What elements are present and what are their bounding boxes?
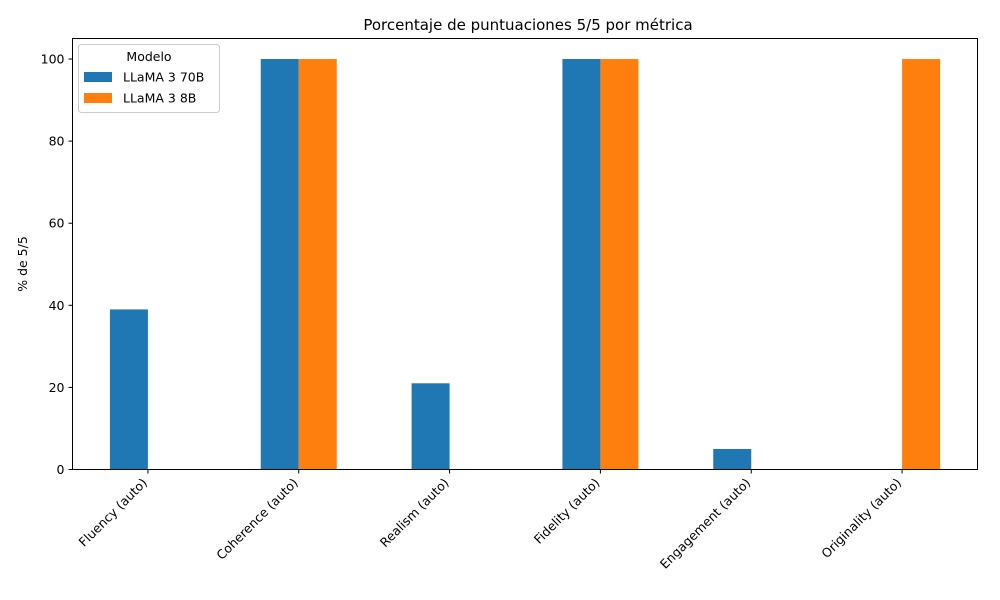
y-tick-label: 80 [49, 134, 65, 149]
plot-frame [72, 38, 978, 470]
y-tick-label: 0 [57, 462, 65, 477]
x-tick-label: Engagement (auto) [657, 475, 754, 572]
x-tick-label: Coherence (auto) [213, 475, 301, 563]
y-tick-label: 100 [41, 52, 65, 67]
legend-label: LLaMA 3 8B [123, 91, 196, 106]
y-axis: 0 20 40 60 80 100 [41, 52, 73, 477]
bar-series-2-1 [298, 59, 337, 470]
legend-swatch [84, 93, 112, 103]
legend-box [78, 44, 220, 113]
x-tick-label: Originality (auto) [818, 475, 904, 561]
y-axis-label: % de 5/5 [15, 236, 30, 292]
bar-series-2-5 [902, 59, 941, 470]
bar-series-2-3 [600, 59, 639, 470]
legend-swatch [84, 72, 112, 82]
y-tick-label: 20 [49, 380, 65, 395]
bar-series-1-1 [260, 59, 299, 470]
x-tick-label: Realism (auto) [377, 475, 452, 550]
bar-series-1-3 [562, 59, 601, 470]
bar-series-1-0 [109, 309, 148, 470]
x-tick-label: Fluency (auto) [76, 475, 150, 549]
bar-series-1-4 [713, 448, 752, 470]
legend-title: Modelo [126, 49, 171, 64]
legend: Modelo LLaMA 3 70B LLaMA 3 8B [78, 44, 220, 113]
y-tick-label: 60 [49, 216, 65, 231]
legend-label: LLaMA 3 70B [123, 70, 204, 85]
x-tick-label: Fidelity (auto) [531, 475, 603, 547]
x-axis: Fluency (auto) Coherence (auto) Realism (a… [76, 469, 904, 572]
bars-layer [109, 59, 941, 470]
y-tick-label: 40 [49, 298, 65, 313]
chart-title: Porcentaje de puntuaciones 5/5 por métri… [363, 16, 692, 34]
bar-series-1-2 [411, 383, 450, 470]
legend-entries: LLaMA 3 70B LLaMA 3 8B [84, 70, 204, 106]
